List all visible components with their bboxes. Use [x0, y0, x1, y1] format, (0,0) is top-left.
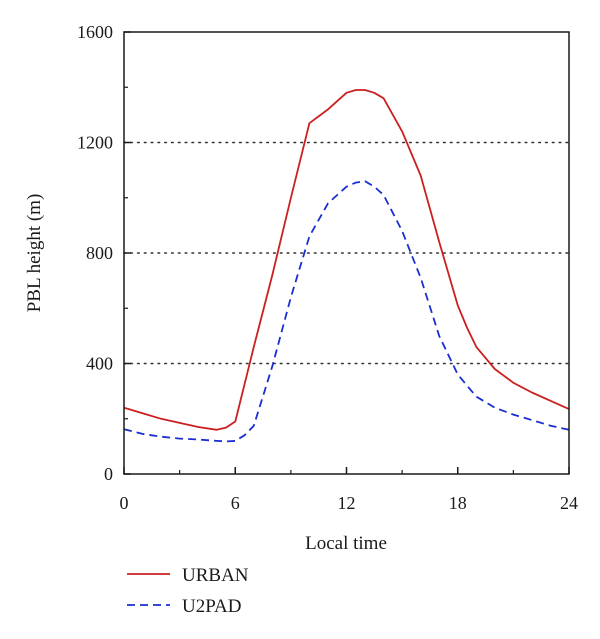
series-lines [123, 89, 570, 443]
y-tick-label-0: 0 [104, 464, 113, 484]
tick-labels: 0 6 12 18 24 0 400 800 1200 1600 [77, 22, 578, 513]
axes [123, 31, 570, 475]
x-tick-label-0: 0 [120, 493, 129, 513]
legend-label-u2pad: U2PAD [182, 596, 242, 617]
x-axis-label: Local time [305, 533, 387, 554]
y-tick-label-800: 800 [86, 243, 113, 263]
series-line-urban [123, 89, 570, 431]
series-line-u2pad [123, 180, 570, 443]
x-tick-label-24: 24 [560, 493, 578, 513]
x-tick-label-6: 6 [231, 493, 240, 513]
ticks [123, 31, 570, 475]
x-tick-label-12: 12 [338, 493, 356, 513]
gridlines [123, 141, 570, 365]
x-tick-label-18: 18 [449, 493, 467, 513]
y-tick-label-400: 400 [86, 354, 113, 374]
y-tick-label-1600: 1600 [77, 22, 113, 42]
plot-frame [123, 31, 570, 475]
y-axis-label: PBL height (m) [24, 194, 45, 313]
legend-label-urban: URBAN [182, 565, 249, 586]
y-tick-label-1200: 1200 [77, 133, 113, 153]
legend: URBAN U2PAD [127, 565, 249, 617]
